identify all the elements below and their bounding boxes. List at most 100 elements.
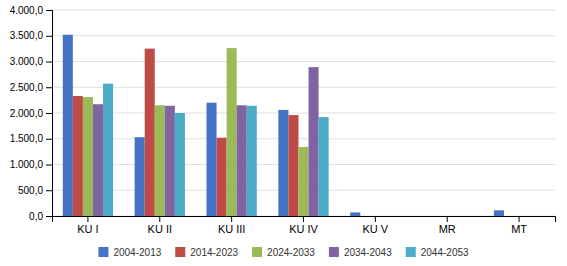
bar	[360, 216, 370, 217]
tick-label: KU V	[363, 223, 389, 235]
tick-label: KU III	[218, 223, 246, 235]
bar	[217, 138, 227, 216]
bars	[63, 35, 504, 216]
tick: MT	[511, 216, 527, 235]
tick-mark	[46, 139, 52, 140]
legend-swatch	[175, 247, 185, 257]
bar	[494, 210, 504, 216]
legend-label: 2034-2043	[344, 247, 392, 258]
legend-item: 2024-2033	[252, 247, 315, 258]
tick-label: 2.500,0	[10, 82, 44, 93]
grid-line	[52, 138, 555, 139]
axis-line	[46, 11, 53, 217]
tick: KU V	[363, 216, 389, 235]
bar	[319, 117, 329, 216]
tick-label: 2.000,0	[10, 108, 44, 119]
bar	[135, 137, 145, 216]
tick-label: 0,0	[29, 211, 43, 222]
plot: 0,0 500,0 1.000,0 1.500,0 2.000,0 2.500,0 3.00…	[10, 5, 556, 235]
tick-mark	[46, 216, 52, 217]
tick-mark	[375, 216, 376, 222]
tick: KU IV	[289, 216, 318, 235]
series	[63, 35, 504, 216]
bar	[422, 216, 432, 217]
tick-label: 3.500,0	[10, 30, 44, 41]
bar	[370, 216, 380, 217]
bar	[145, 49, 155, 216]
tick: 500,0	[18, 185, 52, 196]
bar	[247, 106, 257, 216]
grid	[52, 10, 555, 216]
legend-swatch	[98, 247, 108, 257]
tick-mark	[231, 216, 232, 222]
bar	[103, 84, 113, 216]
bar	[73, 96, 83, 216]
series	[73, 49, 299, 216]
tick: MR	[439, 216, 456, 235]
tick: 2.000,0	[10, 108, 52, 119]
tick-label: 4.000,0	[10, 5, 44, 16]
tick: 3.500,0	[10, 30, 52, 41]
tick-label: MT	[511, 223, 527, 235]
bar	[165, 106, 175, 216]
legend-label: 2004-2013	[113, 247, 161, 258]
tick-label: KU IV	[289, 223, 318, 235]
grid-line	[52, 87, 555, 88]
series	[103, 84, 329, 216]
tick-label: MR	[439, 223, 456, 235]
bar	[227, 48, 237, 216]
bar	[442, 216, 452, 217]
tick-mark	[87, 216, 88, 222]
grid-line	[52, 61, 555, 62]
tick-label: KU I	[77, 223, 98, 235]
tick: KU III	[218, 216, 246, 235]
legend-label: 2014-2023	[190, 247, 238, 258]
tick-mark	[46, 165, 52, 166]
tick-mark	[46, 36, 52, 37]
bar	[309, 67, 319, 216]
tick-mark	[46, 113, 52, 114]
bar	[514, 216, 524, 217]
tick-label: 1.000,0	[10, 159, 44, 170]
tick: 0,0	[29, 211, 52, 222]
legend-label: 2044-2053	[421, 247, 469, 258]
tick: 1.500,0	[10, 133, 52, 144]
legend-swatch	[406, 247, 416, 257]
tick-mark	[46, 62, 52, 63]
bar	[63, 35, 73, 216]
bar	[524, 216, 534, 217]
tick-label: 500,0	[18, 185, 43, 196]
tick: 1.000,0	[10, 159, 52, 170]
legend-item: 2014-2023	[175, 247, 238, 258]
axis-line	[53, 217, 556, 223]
tick-label: 3.000,0	[10, 56, 44, 67]
tick-mark	[46, 10, 52, 11]
bar	[175, 113, 185, 216]
tick-mark	[303, 216, 304, 222]
tick: KU II	[148, 216, 172, 235]
grid-line	[52, 10, 555, 11]
x-axis: KU I KU II KU III KU IV KU V MR MT	[53, 216, 556, 235]
tick-mark	[447, 216, 448, 222]
legend-label: 2024-2033	[267, 247, 315, 258]
legend-item: 2044-2053	[406, 247, 469, 258]
bar	[432, 216, 442, 217]
bar	[155, 105, 165, 216]
bar	[206, 103, 216, 216]
bar	[93, 104, 103, 216]
chart: 0,0 500,0 1.000,0 1.500,0 2.000,0 2.500,0 3.00…	[0, 0, 567, 266]
bar	[452, 216, 462, 217]
bar	[534, 216, 544, 217]
legend-swatch	[252, 247, 262, 257]
legend-swatch	[329, 247, 339, 257]
bar	[298, 147, 308, 216]
legend: 2004-2013 2014-2023 2024-2033 2034-2043 2044…	[98, 247, 469, 258]
tick-mark	[519, 216, 520, 222]
bar	[288, 115, 298, 216]
bar	[504, 216, 514, 217]
bar	[390, 216, 400, 217]
grid-line	[52, 35, 555, 36]
tick: KU I	[77, 216, 98, 235]
tick: 3.000,0	[10, 56, 52, 67]
y-axis: 0,0 500,0 1.000,0 1.500,0 2.000,0 2.500,0 3.00…	[10, 5, 53, 222]
